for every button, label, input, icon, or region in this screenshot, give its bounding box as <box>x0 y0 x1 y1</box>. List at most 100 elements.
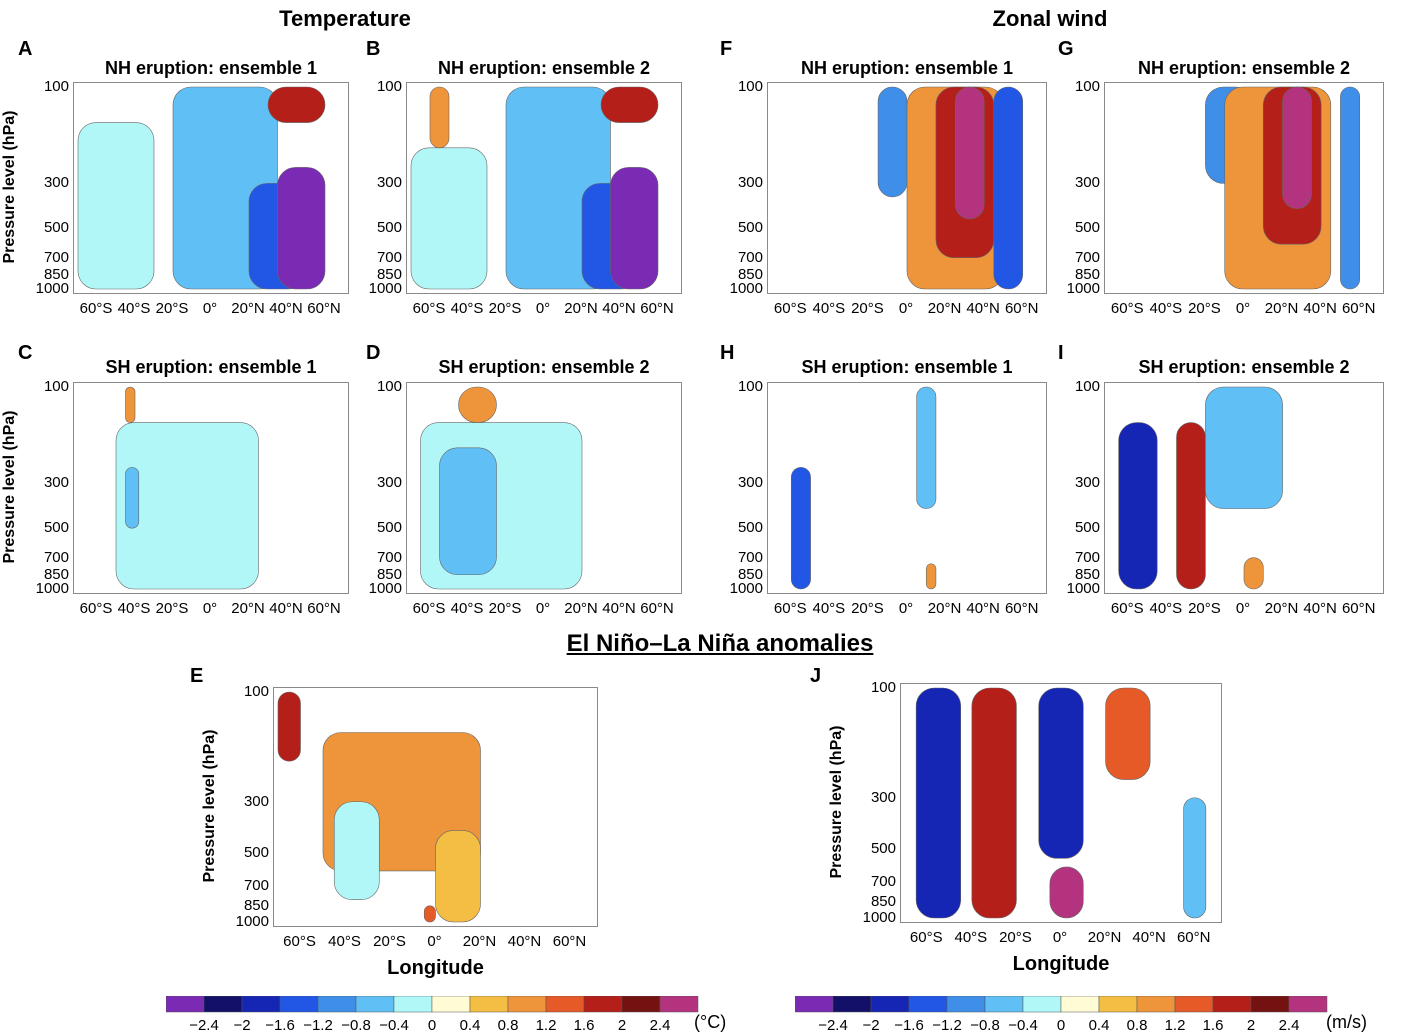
panel-label-f: F <box>720 38 733 60</box>
x-tick-label: 60°N <box>640 600 674 617</box>
x-tick-label: 40°N <box>1132 929 1166 946</box>
x-tick-label: 60°S <box>79 300 113 317</box>
x-tick-label: 20°S <box>999 929 1032 946</box>
y-tick-label: 300 <box>1074 174 1100 192</box>
colorbar-swatch <box>393 996 433 1013</box>
y-tick-label: 700 <box>870 873 896 891</box>
colorbar-swatch <box>1136 996 1176 1013</box>
colorbar-swatch <box>241 996 281 1013</box>
y-tick-label: 700 <box>1074 248 1100 266</box>
x-tick-label: 20°N <box>927 300 962 317</box>
x-tick-label: 0° <box>1052 929 1068 946</box>
colorbar-swatch <box>1098 996 1138 1013</box>
x-tick-label: 40°N <box>507 933 542 950</box>
colorbar-tick-label: −2 <box>233 1017 250 1034</box>
x-tick-label: 60°S <box>79 600 113 617</box>
x-tick-label: 20°S <box>851 600 884 617</box>
y-tick-label: 850 <box>737 565 763 583</box>
anomaly-region <box>423 905 436 923</box>
x-tick-label: 20°N <box>564 300 598 317</box>
y-tick-label: 500 <box>376 519 402 537</box>
y-axis-label: Pressure level (hPa) <box>828 725 845 879</box>
colorbar-tick-label: 2.4 <box>650 1017 671 1034</box>
y-tick-label: 850 <box>243 896 269 914</box>
panel-label-b: B <box>366 38 381 60</box>
panel-label-c: C <box>18 342 33 364</box>
panel-title-b: NH eruption: ensemble 2 <box>437 58 651 78</box>
panel-title-g: NH eruption: ensemble 2 <box>1137 58 1351 78</box>
y-tick-label: 1000 <box>235 913 269 930</box>
y-tick-label: 500 <box>376 219 402 237</box>
x-tick-label: 60°S <box>909 929 943 946</box>
colorbar-tick-label: 0 <box>428 1017 436 1034</box>
colorbar-tick-label: −0.8 <box>970 1017 1000 1034</box>
x-tick-label: 20°N <box>231 600 265 617</box>
colorbar-swatch <box>583 996 623 1013</box>
colorbar-swatch <box>1174 996 1214 1013</box>
anomaly-region <box>916 386 937 509</box>
y-tick-label: 300 <box>376 174 402 192</box>
colorbar-tick-label: 1.6 <box>574 1017 595 1034</box>
y-tick-label: 850 <box>870 892 896 910</box>
y-tick-label: 700 <box>376 548 402 566</box>
panel-title-i: SH eruption: ensemble 2 <box>1138 357 1350 377</box>
y-tick-label: 300 <box>43 174 69 192</box>
colorbar-tick-label: 0 <box>1057 1017 1065 1034</box>
x-tick-label: 40°N <box>269 300 303 317</box>
temperature-colorbar-unit: (°C) <box>694 1012 727 1032</box>
y-tick-label: 850 <box>43 565 69 583</box>
heatmap-f <box>877 86 1024 290</box>
plot-area-g <box>1104 82 1384 294</box>
x-tick-label: 60°S <box>412 300 446 317</box>
y-tick-label: 500 <box>1074 219 1100 237</box>
panel-label-i: I <box>1058 342 1064 364</box>
anomaly-region <box>410 147 488 290</box>
y-tick-label: 1000 <box>35 280 69 297</box>
colorbar-swatch <box>659 996 699 1013</box>
y-tick-label: 700 <box>737 548 763 566</box>
x-tick-label: 20°S <box>1188 600 1221 617</box>
y-tick-label: 300 <box>376 474 402 492</box>
anomaly-region <box>429 86 450 149</box>
y-tick-label: 700 <box>737 248 763 266</box>
y-tick-label: 100 <box>1074 378 1100 395</box>
y-axis-label: Pressure level (hPa) <box>1 410 18 564</box>
anomaly-region <box>1205 386 1283 509</box>
x-tick-label: 60°N <box>1341 600 1376 617</box>
y-tick-label: 300 <box>243 792 269 810</box>
anomaly-region <box>1118 422 1158 590</box>
y-axis-label: Pressure level (hPa) <box>1 110 18 264</box>
x-tick-label: 20°N <box>462 933 497 950</box>
enso-heading: El Niño–La Niña anomalies <box>566 630 874 657</box>
x-tick-label: 0° <box>1235 600 1251 617</box>
x-tick-label: 60°N <box>1004 300 1039 317</box>
y-tick-label: 700 <box>243 877 269 895</box>
x-tick-label: 60°N <box>640 300 674 317</box>
y-tick-label: 100 <box>376 78 402 95</box>
x-tick-label: 40°N <box>1303 300 1337 317</box>
y-tick-label: 850 <box>376 565 402 583</box>
temperature-heading: Temperature <box>279 6 411 31</box>
y-axis-label: Pressure level (hPa) <box>201 729 218 883</box>
x-tick-label: 40°N <box>269 600 303 617</box>
colorbar-tick-label: −2.4 <box>189 1017 219 1034</box>
x-tick-label: 0° <box>427 933 442 950</box>
x-tick-label: 20°S <box>1188 300 1221 317</box>
heatmap-h <box>790 386 937 590</box>
x-tick-label: 20°N <box>1264 600 1299 617</box>
y-tick-label: 500 <box>870 839 896 857</box>
x-tick-label: 40°N <box>1303 600 1337 617</box>
panel-label-d: D <box>366 342 381 364</box>
temperature-colorbar: −2.4 −2 −1.6 −1.2 −0.8 −0.4 0 0.4 0.8 1.2 1.6 2 2.4 <box>166 996 699 1034</box>
x-tick-label: 0° <box>535 600 551 617</box>
x-tick-label: 60°S <box>412 600 446 617</box>
x-tick-label: 40°S <box>117 600 151 617</box>
colorbar-tick-label: 0.4 <box>460 1017 481 1034</box>
anomaly-region <box>439 447 497 576</box>
colorbar-swatch <box>317 996 357 1013</box>
y-tick-label: 100 <box>737 378 763 395</box>
heatmap-e <box>277 691 481 923</box>
anomaly-region <box>435 830 481 923</box>
x-tick-label: 20°S <box>155 300 189 317</box>
heatmap-j <box>915 687 1207 919</box>
